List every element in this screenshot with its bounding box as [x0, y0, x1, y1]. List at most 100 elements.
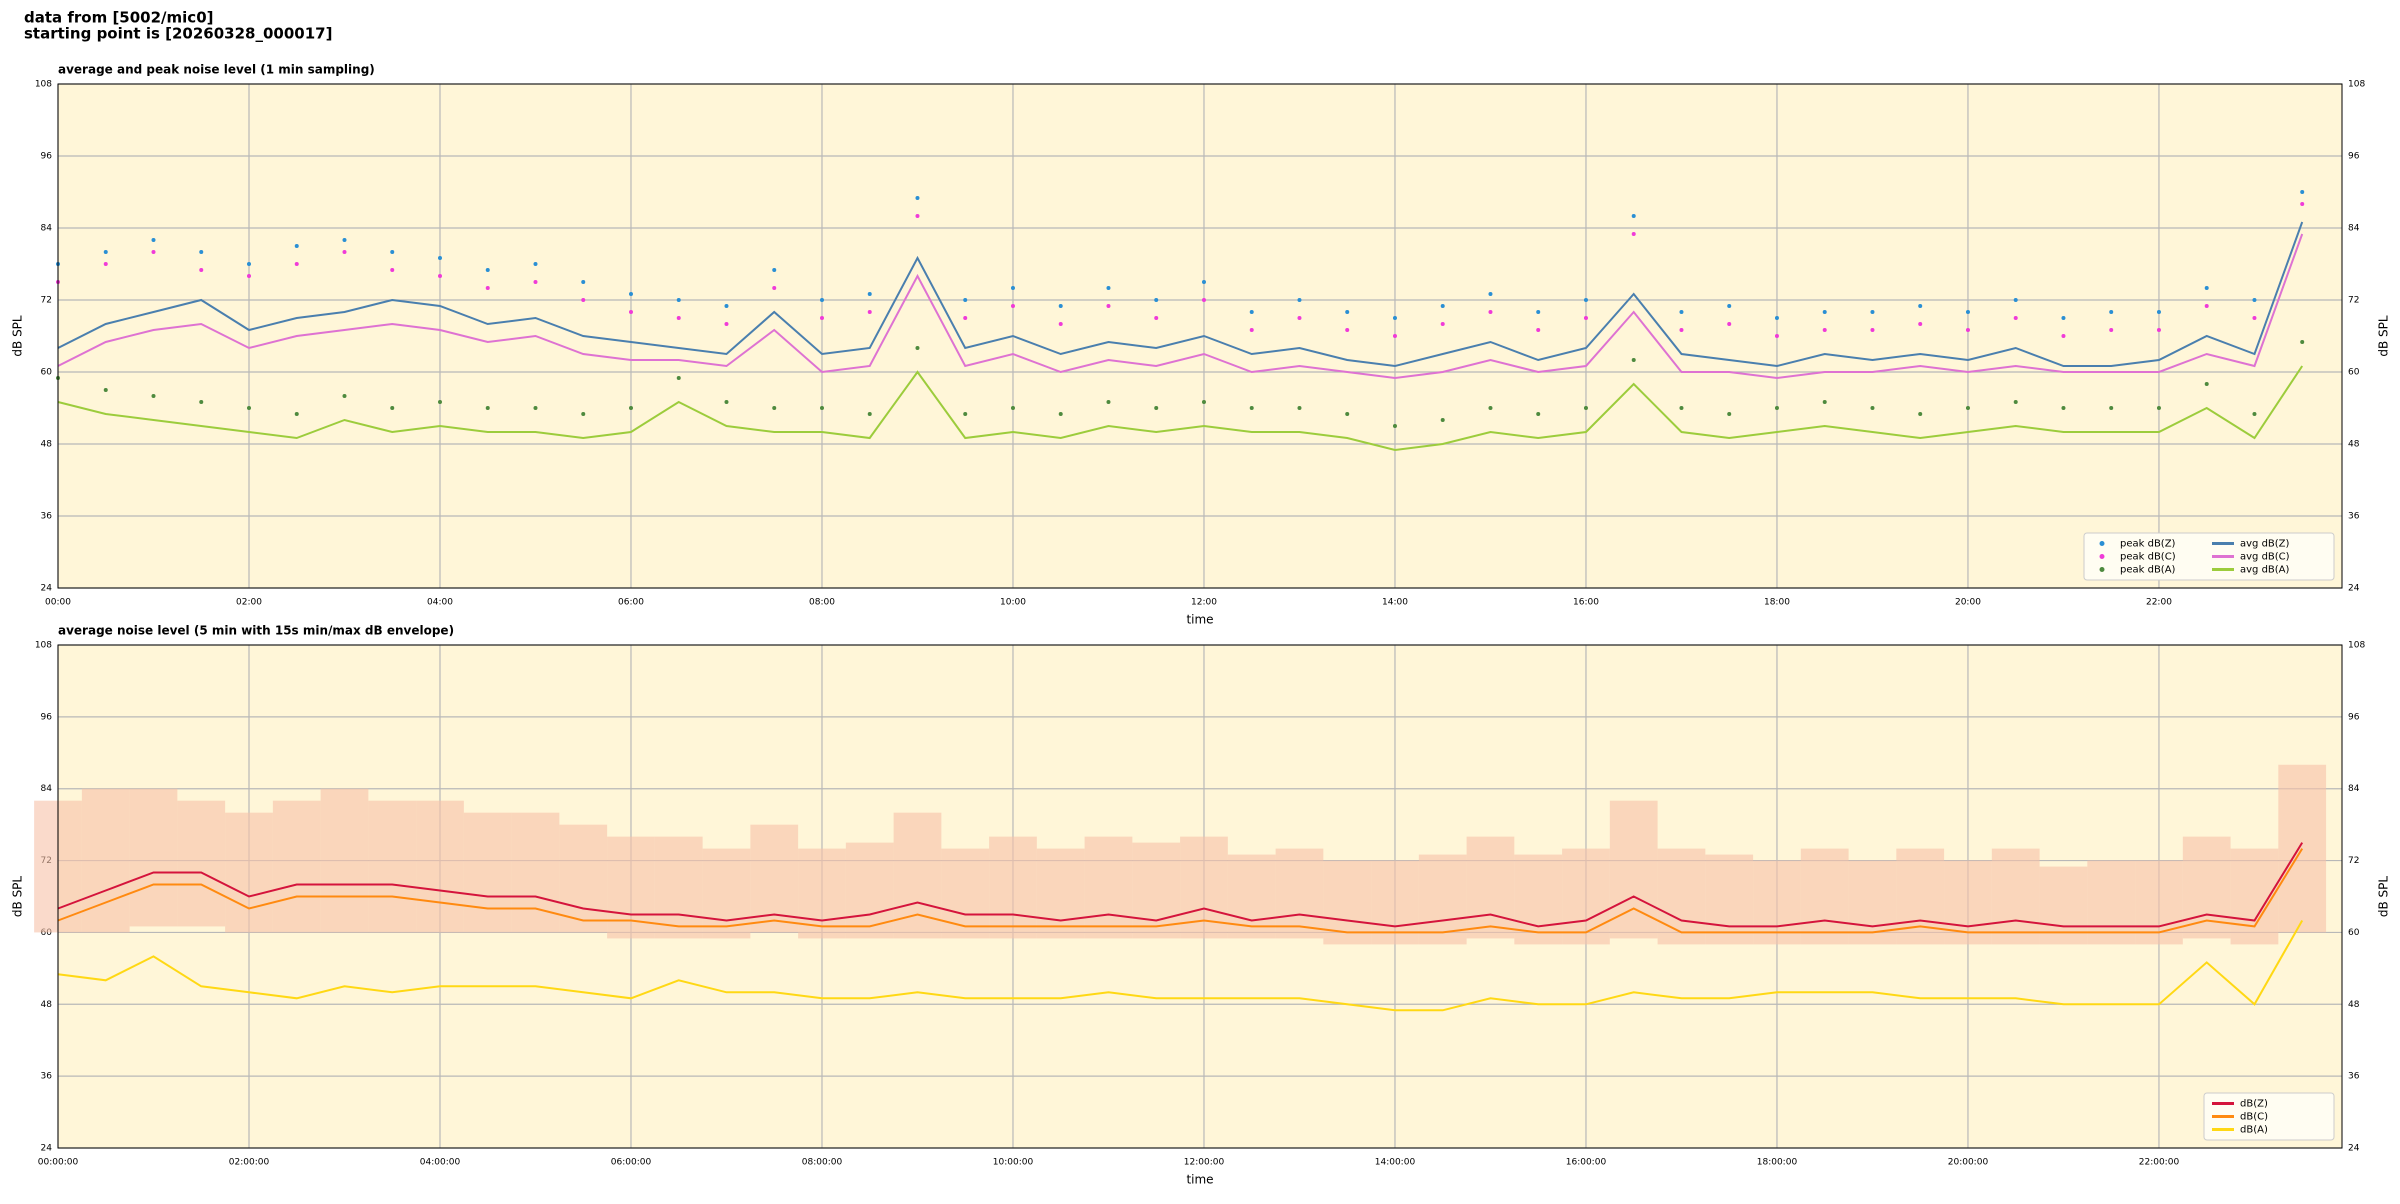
- peak-point: [2204, 382, 2209, 386]
- y-tick-label: 36: [41, 512, 53, 522]
- peak-point: [628, 292, 633, 296]
- y-tick-label: 84: [41, 224, 53, 234]
- peak-point: [1201, 400, 1206, 404]
- peak-point: [533, 406, 538, 410]
- peak-point: [1440, 418, 1445, 422]
- x-tick-label: 16:00:00: [1566, 1158, 1607, 1168]
- y-tick-label: 84: [41, 784, 53, 794]
- peak-point: [819, 298, 824, 302]
- peak-point: [1106, 304, 1111, 308]
- y-axis-label: dB SPL: [2377, 315, 2391, 357]
- peak-point: [915, 214, 920, 218]
- peak-point: [1822, 310, 1827, 314]
- legend-swatch: [2099, 567, 2105, 572]
- y-tick-label: 36: [41, 1072, 53, 1082]
- peak-point: [2300, 190, 2305, 194]
- peak-point: [1583, 406, 1588, 410]
- x-tick-label: 00:00:00: [38, 1158, 79, 1168]
- peak-point: [1249, 406, 1254, 410]
- peak-point: [1010, 304, 1015, 308]
- legend-label: dB(Z): [2240, 1099, 2268, 1110]
- envelope: [225, 812, 273, 933]
- peak-point: [1583, 316, 1588, 320]
- peak-point: [1058, 322, 1063, 326]
- y-tick-label: 108: [35, 80, 52, 90]
- peak-point: [533, 280, 538, 284]
- peak-point: [2013, 316, 2018, 320]
- peak-point: [1870, 406, 1875, 410]
- peak-point: [867, 292, 872, 296]
- legend-label: dB(C): [2240, 1112, 2268, 1123]
- y-axis-label: dB SPL: [2377, 876, 2391, 918]
- plot-frame: [57, 644, 2343, 1149]
- y-tick-label: 72: [2348, 856, 2359, 866]
- peak-point: [819, 316, 824, 320]
- peak-point: [1154, 316, 1159, 320]
- peak-point: [1440, 304, 1445, 308]
- peak-point: [2156, 328, 2161, 332]
- peak-point: [1918, 322, 1923, 326]
- envelope: [1657, 848, 1706, 945]
- peak-point: [1774, 316, 1779, 320]
- peak-point: [1345, 328, 1350, 332]
- peak-point: [963, 298, 968, 302]
- envelope: [1991, 848, 2040, 945]
- peak-point: [1727, 322, 1732, 326]
- envelope: [1084, 836, 1133, 939]
- peak-point: [628, 406, 633, 410]
- x-tick-label: 00:00: [45, 598, 71, 608]
- peak-point: [1822, 328, 1827, 332]
- legend-label: avg dB(Z): [2240, 539, 2290, 550]
- peak-point: [151, 250, 156, 254]
- peak-point: [2252, 412, 2257, 416]
- envelope: [941, 848, 990, 939]
- peak-point: [1345, 310, 1350, 314]
- envelope: [2278, 764, 2327, 933]
- peak-point: [1106, 400, 1111, 404]
- y-tick-label: 24: [2348, 1144, 2360, 1154]
- y-axis-label: dB SPL: [11, 876, 25, 918]
- peak-point: [772, 268, 777, 272]
- peak-point: [390, 268, 395, 272]
- peak-point: [1010, 406, 1015, 410]
- series-line: [57, 848, 2304, 934]
- peak-point: [1297, 406, 1302, 410]
- envelope: [1562, 848, 1610, 945]
- peak-point: [724, 322, 729, 326]
- legend-label: dB(A): [2240, 1125, 2268, 1136]
- peak-point: [1201, 280, 1206, 284]
- peak-point: [199, 400, 204, 404]
- header-line: starting point is [20260328_000017]: [24, 25, 332, 43]
- peak-point: [2109, 328, 2114, 332]
- envelope: [1800, 848, 1849, 945]
- peak-point: [581, 298, 586, 302]
- y-tick-label: 24: [41, 584, 53, 594]
- peak-point: [342, 238, 347, 242]
- peak-point: [1392, 424, 1397, 428]
- peak-point: [2109, 406, 2114, 410]
- peak-point: [915, 196, 920, 200]
- x-tick-label: 10:00:00: [993, 1158, 1034, 1168]
- envelope: [177, 800, 226, 927]
- plot-frame: [57, 83, 2343, 589]
- peak-point: [2204, 286, 2209, 290]
- peak-point: [1058, 412, 1063, 416]
- peak-point: [103, 262, 108, 266]
- legend-label: avg dB(C): [2240, 552, 2290, 563]
- peak-point: [1488, 406, 1493, 410]
- peak-point: [1201, 298, 1206, 302]
- envelope: [511, 812, 560, 933]
- peak-point: [294, 244, 299, 248]
- x-tick-label: 04:00:00: [420, 1158, 461, 1168]
- peak-point: [963, 316, 968, 320]
- x-tick-label: 16:00: [1573, 598, 1599, 608]
- peak-point: [246, 262, 251, 266]
- legend-label: peak dB(Z): [2120, 539, 2176, 550]
- peak-point: [2013, 400, 2018, 404]
- peak-point: [1297, 298, 1302, 302]
- envelope: [1371, 860, 1419, 945]
- peak-point: [199, 250, 204, 254]
- peak-point: [1631, 232, 1636, 236]
- peak-point: [915, 346, 920, 350]
